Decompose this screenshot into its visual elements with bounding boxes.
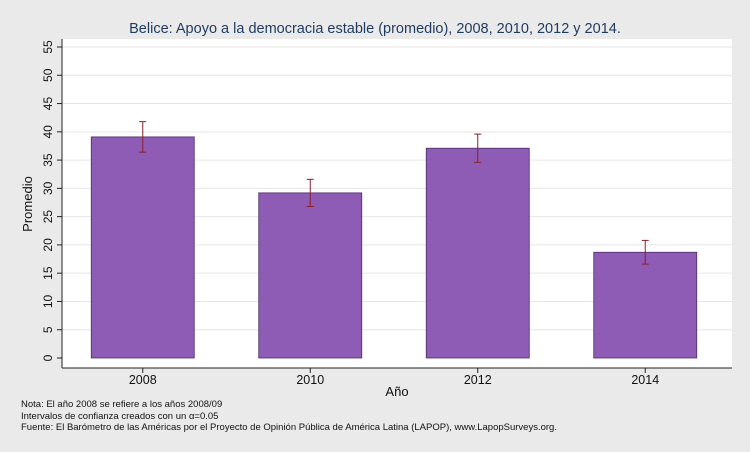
y-tick-label: 5	[41, 326, 55, 333]
note-line: Fuente: El Barómetro de las Américas por…	[21, 422, 557, 433]
y-tick-label: 10	[41, 294, 55, 308]
x-tick-label: 2012	[464, 373, 492, 387]
x-axis: 2008 2010 2012 2014	[62, 367, 732, 387]
y-tick-label: 15	[41, 266, 55, 280]
y-tick-label: 0	[41, 354, 55, 361]
bar-2008	[90, 136, 195, 359]
x-tick-label: 2008	[129, 373, 157, 387]
y-tick-label: 20	[41, 238, 55, 252]
y-tick-label: 45	[41, 97, 55, 111]
bars	[90, 136, 698, 359]
y-axis: 0 5 10 15 20 25 30 35 40 45 50 55	[41, 39, 63, 368]
chart-notes: Nota: El año 2008 se refiere a los años …	[21, 399, 557, 434]
y-tick-label: 25	[41, 210, 55, 224]
y-tick-label: 55	[41, 40, 55, 54]
x-axis-label: Año	[385, 384, 408, 399]
chart-title: Belice: Apoyo a la democracia estable (p…	[129, 21, 621, 37]
y-axis-label: Promedio	[20, 176, 35, 232]
bar-2012	[425, 147, 530, 359]
x-tick-label: 2014	[631, 373, 659, 387]
x-tick-label: 2010	[296, 373, 324, 387]
y-tick-label: 50	[41, 68, 55, 82]
y-tick-label: 40	[41, 125, 55, 139]
y-tick-label: 30	[41, 181, 55, 195]
bar-2014	[593, 251, 698, 359]
note-line: Intervalos de confianza creados con un α…	[21, 410, 219, 422]
note-line: Nota: El año 2008 se refiere a los años …	[21, 399, 223, 410]
error-bars	[139, 121, 649, 265]
y-tick-label: 35	[41, 153, 55, 167]
bar-2010	[258, 192, 363, 359]
